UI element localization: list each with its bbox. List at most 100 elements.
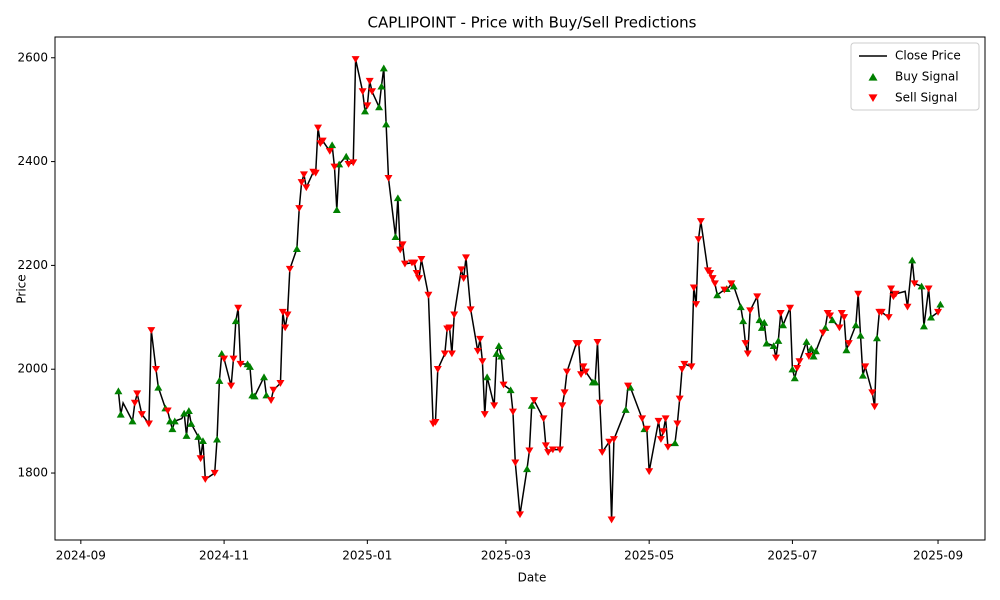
signal-marker <box>375 103 384 111</box>
signal-marker <box>267 397 276 404</box>
signal-marker <box>170 417 179 425</box>
signal-marker <box>431 418 440 426</box>
signal-marker <box>638 415 647 423</box>
signal-marker <box>560 389 569 397</box>
signal-marker <box>579 363 588 371</box>
signal-marker <box>361 107 369 115</box>
legend-label: Buy Signal <box>895 70 959 84</box>
signal-marker <box>215 377 224 384</box>
signal-marker <box>229 355 238 363</box>
legend-label: Close Price <box>895 49 961 63</box>
signal-marker <box>818 329 827 337</box>
signal-marker <box>424 291 433 299</box>
signal-marker <box>473 347 482 355</box>
x-tick-label: 2024-09 <box>56 549 106 563</box>
signal-marker <box>445 324 454 332</box>
signal-marker <box>351 56 360 63</box>
signal-marker <box>483 373 492 381</box>
signal-marker <box>415 275 424 282</box>
signal-marker <box>840 314 849 321</box>
signal-marker <box>696 218 705 225</box>
signal-marker <box>746 307 755 315</box>
signal-marker <box>934 308 943 316</box>
signal-marker <box>527 401 536 409</box>
signal-marker <box>769 342 778 350</box>
signal-marker <box>245 363 254 370</box>
signal-marker <box>391 233 400 241</box>
y-tick-label: 1800 <box>17 466 48 480</box>
signal-marker <box>727 280 736 288</box>
signal-marker <box>262 391 271 399</box>
x-tick-label: 2025-01 <box>342 549 392 563</box>
signal-marker <box>342 152 351 160</box>
signal-marker <box>281 324 290 332</box>
signal-marker <box>476 335 485 343</box>
signal-marker <box>144 420 153 428</box>
signal-marker <box>593 339 602 346</box>
signal-marker <box>856 331 865 339</box>
legend-marker <box>868 94 878 103</box>
signal-marker <box>151 366 160 373</box>
signal-marker <box>793 364 802 372</box>
x-tick-label: 2025-07 <box>767 549 817 563</box>
plot-area <box>51 56 945 544</box>
signal-marker <box>581 368 590 376</box>
signal-marker <box>332 206 341 214</box>
signal-marker <box>147 327 156 334</box>
signal-marker <box>523 465 532 473</box>
signal-marker <box>457 266 466 274</box>
signal-marker <box>903 303 912 311</box>
x-tick-label: 2025-05 <box>624 549 674 563</box>
signal-marker <box>755 316 764 324</box>
signal-marker <box>269 386 278 394</box>
signal-marker <box>858 371 867 379</box>
signal-marker <box>645 468 654 476</box>
signal-marker <box>661 415 670 423</box>
x-tick-label: 2024-11 <box>199 549 249 563</box>
axes-frame <box>54 36 986 541</box>
signal-marker <box>187 420 196 427</box>
legend: Close Price Buy Signal Sell Signal <box>850 42 980 111</box>
signal-marker <box>314 124 323 132</box>
signal-marker <box>591 378 600 386</box>
signal-marker <box>180 409 189 417</box>
signal-marker <box>447 350 456 358</box>
signal-marker <box>379 64 388 72</box>
signal-marker <box>729 282 738 290</box>
signal-marker <box>659 428 668 436</box>
signal-marker <box>689 284 698 292</box>
signal-marker <box>349 159 358 167</box>
signal-marker <box>842 346 851 354</box>
signal-marker <box>678 366 687 373</box>
signal-marker <box>779 321 788 329</box>
y-tick-label: 2400 <box>17 154 48 168</box>
signal-marker <box>835 324 844 332</box>
signal-marker <box>133 390 142 398</box>
signal-marker <box>541 442 550 450</box>
signal-marker <box>344 160 353 168</box>
signal-marker <box>544 449 553 456</box>
signal-marker <box>555 446 564 454</box>
signal-marker <box>844 340 853 347</box>
legend-marker <box>868 72 878 81</box>
signal-marker <box>771 354 780 362</box>
signal-marker <box>137 411 146 418</box>
signal-marker <box>417 255 426 263</box>
y-tick-label: 2600 <box>17 50 48 64</box>
signal-marker <box>184 407 193 414</box>
signal-marker <box>804 353 813 360</box>
signal-marker <box>872 334 881 342</box>
signal-marker <box>466 306 475 314</box>
signal-marker <box>130 399 139 407</box>
signal-marker <box>924 285 933 293</box>
signal-marker <box>713 291 722 299</box>
signal-marker <box>809 352 818 360</box>
signal-marker <box>861 363 870 371</box>
signal-marker <box>234 304 243 312</box>
signal-marker <box>358 88 367 96</box>
signal-marker <box>926 313 935 321</box>
signal-marker <box>877 308 886 316</box>
signal-marker <box>774 337 783 344</box>
signal-marker <box>753 293 762 301</box>
